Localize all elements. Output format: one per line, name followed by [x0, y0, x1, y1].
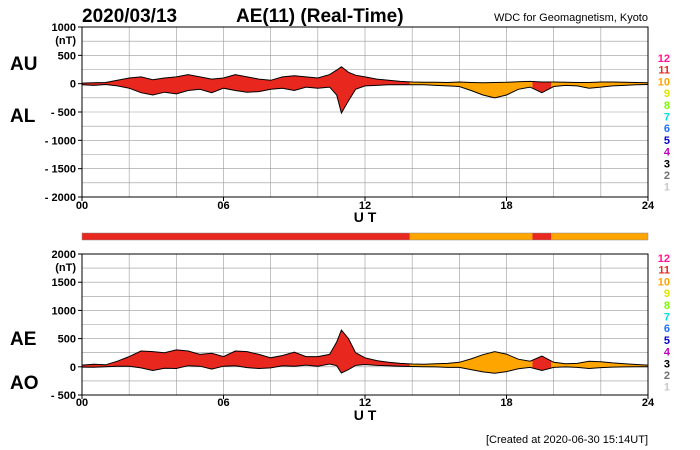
- x-axis-label: U T: [354, 407, 377, 423]
- station-count-label: 2: [664, 370, 670, 382]
- x-tick-label: 24: [642, 397, 655, 409]
- station-count-label: 1: [664, 182, 670, 194]
- x-tick-label: 00: [76, 397, 88, 409]
- side-label-ao: AO: [10, 373, 39, 394]
- y-tick-label: 500: [58, 50, 76, 62]
- x-tick-label: 18: [500, 200, 512, 212]
- station-bar-frame: [81, 232, 649, 241]
- y-tick-label: - 1000: [45, 135, 76, 147]
- station-count-label: 4: [664, 147, 671, 159]
- y-axis-unit-label: (nT): [55, 262, 76, 274]
- station-count-label: 6: [664, 123, 670, 135]
- au-al-panel: 1000 500 0 - 500 - 1000 - 1500 - 2000 (nT) AU AL 0…: [10, 22, 655, 225]
- station-bar-segment: [532, 233, 552, 240]
- y-tick-label: 1000: [52, 22, 76, 34]
- station-count-label: 4: [664, 347, 671, 359]
- y-tick-label: 2000: [52, 249, 76, 261]
- y-tick-label: - 1500: [45, 164, 76, 176]
- station-bar-segment: [551, 233, 648, 240]
- station-coverage-bar: [81, 232, 649, 241]
- plot-date: 2020/03/13: [82, 6, 177, 27]
- station-count-label: 8: [664, 100, 670, 112]
- ae-series-line: [81, 329, 649, 366]
- y-tick-label: 1000: [52, 305, 76, 317]
- station-count-label: 3: [664, 358, 670, 370]
- station-count-label: 7: [664, 112, 670, 124]
- station-count-label: 10: [658, 76, 670, 88]
- station-count-label: 12: [658, 253, 670, 265]
- y-tick-label: 0: [70, 362, 76, 374]
- x-tick-label: 00: [76, 200, 88, 212]
- plot-title: AE(11) (Real-Time): [236, 6, 404, 27]
- station-count-label: 1: [664, 382, 670, 394]
- station-count-label: 9: [664, 288, 670, 300]
- x-tick-label: 12: [359, 200, 371, 212]
- station-bar-segment: [82, 233, 410, 240]
- station-count-label: 8: [664, 300, 670, 312]
- station-count-label: 5: [664, 135, 670, 147]
- y-tick-label: 500: [58, 334, 76, 346]
- ae-ao-panel: 2000 1500 1000 500 0 - 500 (nT) AE AO 00 06 12 18 24 U…: [10, 249, 655, 423]
- x-tick-label: 18: [500, 397, 512, 409]
- station-count-label: 7: [664, 312, 670, 324]
- au-series-line: [81, 66, 649, 84]
- al-series-line: [81, 83, 649, 115]
- station-count-label: 11: [658, 65, 670, 77]
- x-tick-label: 06: [217, 200, 229, 212]
- side-label-ae: AE: [10, 329, 36, 350]
- station-count-label: 12: [658, 53, 670, 65]
- y-axis-unit-label: (nT): [55, 35, 76, 47]
- station-bar-segment: [409, 233, 533, 240]
- x-axis-label: U T: [354, 209, 377, 225]
- x-tick-label: 06: [217, 397, 229, 409]
- station-count-label: 5: [664, 335, 670, 347]
- station-count-label: 11: [658, 265, 670, 277]
- station-count-label: 6: [664, 323, 670, 335]
- ao-series-line: [81, 363, 648, 374]
- station-count-label: 10: [658, 276, 670, 288]
- x-tick-label: 12: [359, 397, 371, 409]
- station-count-label: 9: [664, 88, 670, 100]
- x-tick-label: 24: [642, 200, 655, 212]
- side-label-al: AL: [10, 106, 36, 127]
- y-tick-label: - 500: [51, 107, 76, 119]
- side-label-au: AU: [10, 54, 37, 75]
- y-tick-label: - 500: [51, 390, 76, 402]
- station-count-label: 3: [664, 158, 670, 170]
- station-count-label: 2: [664, 170, 670, 182]
- y-tick-label: 1500: [52, 277, 76, 289]
- data-source-label: WDC for Geomagnetism, Kyoto: [494, 12, 648, 24]
- created-timestamp: [Created at 2020-06-30 15:14UT]: [486, 434, 648, 446]
- y-tick-label: - 2000: [45, 192, 76, 204]
- y-tick-label: 0: [70, 79, 76, 91]
